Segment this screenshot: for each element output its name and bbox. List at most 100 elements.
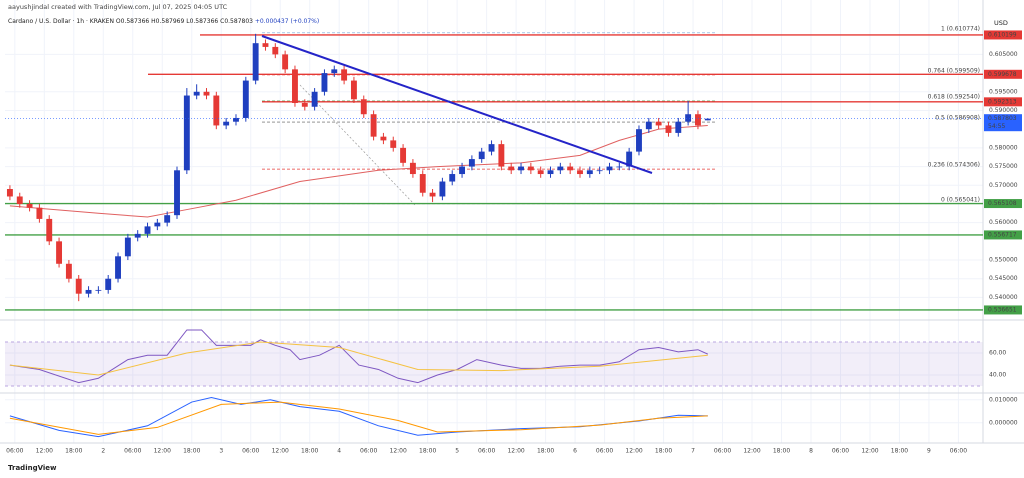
indicator-line	[9, 401, 708, 435]
candle-body	[174, 170, 180, 216]
candle-body	[75, 278, 82, 294]
y-tick-label: 0.540000	[989, 294, 1018, 301]
candle-body	[292, 69, 298, 104]
x-tick-label: 7	[691, 448, 695, 455]
y-tick-label: 0.590000	[989, 107, 1018, 114]
candle-body	[360, 99, 367, 115]
candle-body	[419, 174, 426, 193]
candle-body	[439, 181, 446, 197]
fib-label: 0.764 (0.599509)	[928, 67, 980, 74]
rsi-band	[5, 342, 983, 386]
level-tag	[984, 69, 1022, 79]
candle-body	[390, 140, 397, 148]
candle-body	[213, 95, 220, 126]
x-tick-label: 4	[337, 448, 341, 455]
candle-body	[626, 151, 633, 167]
candle-body	[301, 103, 308, 107]
x-tick-label: 12:00	[743, 448, 760, 455]
logo: TradingView	[8, 464, 57, 472]
level-tag	[984, 305, 1022, 315]
level-tag-label: 0.536651	[988, 306, 1017, 313]
candle-body	[655, 121, 662, 126]
candle-body	[400, 147, 407, 163]
x-tick-label: 06:00	[832, 448, 849, 455]
y-tick-label: 0.570000	[989, 182, 1018, 189]
candle-body	[164, 215, 171, 223]
x-tick-label: 12:00	[861, 448, 878, 455]
y-tick-label: 0.545000	[989, 275, 1018, 282]
y-tick-label: 0.010000	[989, 396, 1018, 403]
level-tag-label: 0.610199	[988, 31, 1017, 38]
candle-body	[65, 263, 72, 279]
candle-body	[242, 80, 249, 118]
trend-line	[261, 35, 653, 174]
x-tick-label: 2	[101, 448, 105, 455]
fib-label: 0 (0.565041)	[941, 196, 980, 203]
candle-body	[193, 91, 200, 96]
symbol: Cardano / U.S. Dollar · 1h · KRAKEN	[8, 18, 114, 25]
x-tick-label: 12:00	[36, 448, 53, 455]
x-tick-label: 06:00	[950, 448, 967, 455]
x-tick-label: 18:00	[419, 448, 436, 455]
y-tick-label: 0.580000	[989, 144, 1018, 151]
candle-body	[449, 174, 456, 182]
candle-body	[105, 278, 112, 290]
x-tick-label: 18:00	[183, 448, 200, 455]
candle-body	[26, 203, 33, 208]
ohlc-low: L0.587366	[186, 18, 218, 25]
candle-body	[282, 54, 289, 70]
x-tick-label: 06:00	[360, 448, 377, 455]
plot: 1 (0.610774) 0.764 (0.599509) 0.618 (0.592…	[5, 25, 983, 438]
x-tick-label: 5	[455, 448, 459, 455]
fib-label: 0.236 (0.574306)	[928, 162, 980, 169]
candle-body	[685, 114, 692, 122]
x-tick-label: 12:00	[625, 448, 642, 455]
candle-body	[115, 256, 121, 279]
candle-body	[468, 159, 475, 167]
level-tag-label: 0.565108	[988, 200, 1017, 207]
candle-body	[606, 166, 613, 171]
y-tick-label: 0.550000	[989, 257, 1018, 264]
candle-body	[557, 166, 564, 171]
candle-body	[567, 166, 574, 171]
candle-body	[636, 129, 642, 152]
ohlc-high: H0.587969	[151, 18, 184, 25]
fib-label: 0.618 (0.592540)	[928, 93, 980, 100]
x-tick-label: 18:00	[301, 448, 318, 455]
candle-body	[311, 91, 318, 107]
candle-body	[547, 170, 554, 175]
candle-body	[223, 121, 230, 126]
indicator-line	[9, 341, 708, 376]
level-tag-label: 0.599678	[988, 71, 1017, 78]
candle-body	[409, 162, 416, 175]
candle-body	[341, 69, 348, 81]
credit: aayushjindal created with TradingView.co…	[8, 3, 228, 11]
candle-body	[36, 207, 43, 219]
x-tick-label: 8	[809, 448, 813, 455]
x-tick-label: 18:00	[65, 448, 82, 455]
candle-body	[262, 43, 269, 47]
x-tick-label: 06:00	[596, 448, 613, 455]
level-tag-label: 0.556717	[988, 231, 1017, 238]
candle-body	[665, 125, 672, 133]
candle-body	[154, 222, 161, 227]
x-tick-label: 3	[219, 448, 223, 455]
candle-body	[183, 95, 190, 171]
x-tick-label: 06:00	[124, 448, 141, 455]
candle-body	[46, 218, 53, 242]
x-tick-label: 18:00	[537, 448, 554, 455]
x-tick-label: 12:00	[507, 448, 524, 455]
candle-body	[527, 166, 534, 171]
x-tick-label: 18:00	[773, 448, 790, 455]
currency: USD	[994, 19, 1008, 27]
level-tag	[984, 97, 1022, 107]
candle-body	[459, 166, 466, 175]
y-tick-label: 0.560000	[989, 219, 1018, 226]
candle-body	[350, 80, 357, 100]
level-tag	[984, 230, 1022, 240]
candle-body	[321, 73, 328, 92]
candle-body	[537, 170, 544, 175]
x-tick-label: 18:00	[655, 448, 672, 455]
candle-body	[331, 69, 338, 74]
axis: 06:00 12:00 18:00 2 06:00 12:00 18:00 3 06:00 12:…	[6, 30, 1022, 455]
